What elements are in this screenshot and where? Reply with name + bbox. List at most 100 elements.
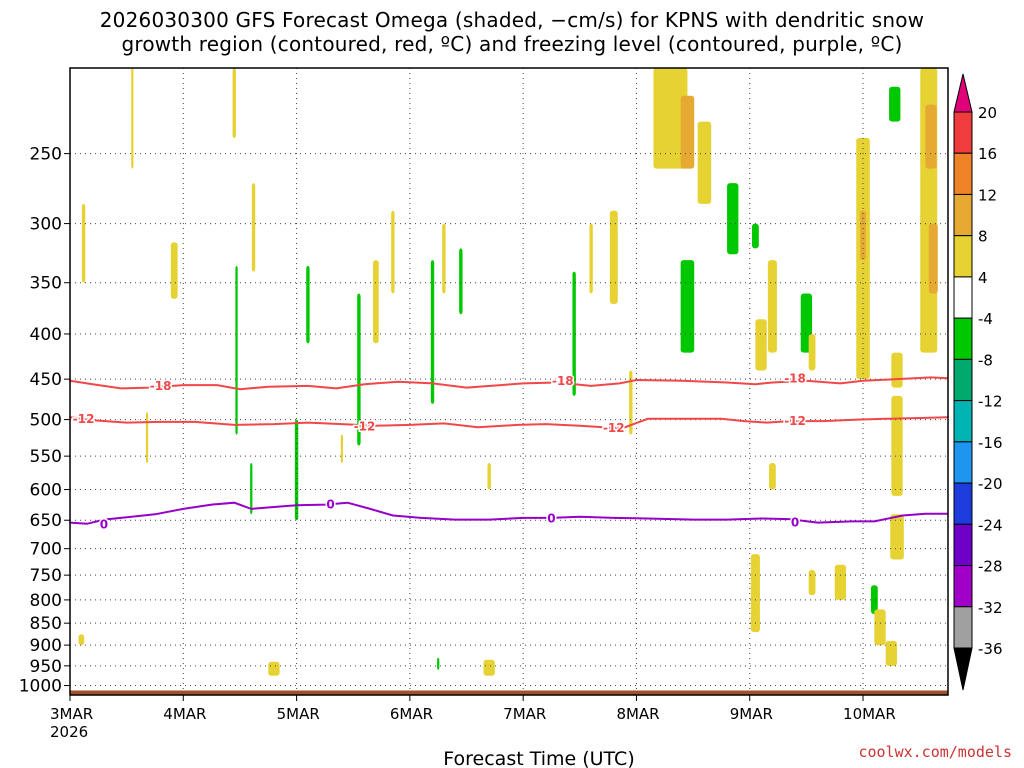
omega-shaded-cell	[437, 657, 440, 670]
colorbar-label: -16	[978, 434, 1003, 452]
colorbar-label: -4	[978, 310, 993, 328]
omega-shaded-cell	[808, 569, 816, 596]
omega-shaded-cell	[131, 68, 134, 169]
ground-surface	[70, 690, 948, 695]
plot-frame	[69, 67, 949, 696]
omega-shaded-cell	[834, 564, 847, 600]
omega-shaded-cell	[769, 463, 776, 490]
omega-shaded-cell	[653, 68, 688, 169]
colorbar-band	[953, 193, 973, 237]
colorbar-label: 12	[978, 186, 997, 204]
colorbar-label: -12	[978, 393, 1003, 411]
colorbar-band	[953, 400, 973, 443]
omega-shaded-cell	[78, 634, 85, 646]
omega-shaded-cell	[572, 271, 576, 396]
source-credit: coolwx.com/models	[858, 743, 1012, 761]
colorbar-label: -32	[978, 599, 1003, 617]
x-year-label: 2026	[50, 723, 88, 741]
omega-shaded-cell	[925, 104, 937, 169]
x-tick-label: 10MAR	[843, 705, 896, 723]
omega-shaded-cell	[442, 223, 446, 294]
omega-shaded-cell	[752, 223, 759, 249]
omega-shaded-cell	[727, 183, 739, 255]
colorbar-label: -20	[978, 475, 1003, 493]
omega-shaded-cell	[373, 260, 379, 344]
contour-label: -12	[603, 421, 625, 435]
y-tick-label: 1000	[19, 677, 62, 697]
omega-shaded-cell	[294, 419, 299, 521]
contour-label: 0	[791, 516, 799, 530]
y-tick-label: 650	[30, 511, 62, 531]
contour-label: -12	[784, 414, 806, 428]
contour-label: -18	[150, 379, 172, 393]
colorbar-top-triangle	[953, 73, 973, 113]
y-tick-label: 700	[30, 540, 62, 560]
omega-shaded-cell	[251, 183, 256, 272]
omega-shaded-cell	[81, 203, 86, 283]
omega-shaded-cell	[250, 463, 253, 515]
colorbar-band	[953, 482, 973, 525]
x-axis-label: Forecast Time (UTC)	[443, 748, 634, 768]
colorbar-band	[953, 152, 973, 195]
x-tick-label: 9MAR	[730, 705, 773, 723]
colorbar-band	[953, 441, 973, 484]
colorbar-bottom-triangle	[953, 647, 973, 691]
colorbar-band	[953, 565, 973, 608]
y-tick-label: 800	[30, 591, 62, 611]
y-tick-label: 900	[30, 636, 62, 656]
omega-shaded-cell	[357, 293, 361, 446]
contour-label: -18	[784, 371, 806, 385]
colorbar-label: -8	[978, 351, 993, 369]
chart-title-line-1: 2026030300 GFS Forecast Omega (shaded, −…	[99, 8, 925, 32]
colorbar-band	[953, 235, 973, 278]
colorbar-label: -28	[978, 558, 1003, 576]
colorbar-band	[953, 276, 973, 319]
contour-line	[69, 376, 949, 391]
colorbar-band	[953, 317, 973, 360]
omega-shaded-cell	[609, 210, 618, 305]
omega-shaded-cell	[268, 661, 280, 676]
omega-shaded-cell	[755, 319, 767, 371]
colorbar-band	[953, 358, 973, 402]
colorbar-band	[953, 111, 973, 154]
omega-shaded-cell	[891, 395, 903, 496]
omega-shaded-cell	[306, 265, 310, 344]
contour-label: 0	[326, 498, 334, 512]
x-tick-label: 4MAR	[163, 705, 206, 723]
omega-shaded-cell	[589, 223, 593, 294]
omega-shaded-cell	[430, 260, 435, 404]
colorbar-label: 8	[978, 228, 988, 246]
colorbar-label: 20	[978, 104, 997, 122]
omega-shaded-cell	[860, 210, 866, 261]
colorbar-label: -24	[978, 516, 1003, 534]
colorbar-band	[953, 523, 973, 567]
x-tick-label: 6MAR	[390, 705, 433, 723]
y-tick-label: 600	[30, 481, 62, 501]
omega-shaded-cell	[928, 223, 938, 294]
colorbar-label: -36	[978, 640, 1003, 658]
y-tick-label: 350	[30, 274, 62, 294]
contour-label: 0	[547, 511, 555, 525]
omega-shaded-cell	[750, 554, 760, 633]
y-tick-label: 950	[30, 657, 62, 677]
y-tick-label: 450	[30, 370, 62, 390]
y-tick-label: 500	[30, 411, 62, 431]
omega-shaded-cell	[340, 434, 344, 464]
chart-title-line-2: growth region (contoured, red, ºC) and f…	[121, 32, 903, 56]
x-tick-label: 7MAR	[503, 705, 546, 723]
omega-shaded-cell	[697, 121, 712, 204]
omega-shaded-cell	[767, 260, 777, 353]
omega-shaded-cell	[870, 585, 878, 615]
contour-label: -12	[354, 419, 376, 433]
contour-line	[69, 501, 948, 525]
omega-shaded-cell	[145, 411, 149, 464]
omega-shaded-cell	[891, 352, 903, 388]
omega-shaded-cell	[874, 609, 886, 646]
x-tick-label: 5MAR	[277, 705, 320, 723]
colorbar-label: 16	[978, 145, 997, 163]
omega-shaded-cell	[680, 95, 695, 169]
omega-shaded-cell	[629, 370, 633, 435]
colorbar-band	[953, 606, 973, 649]
y-tick-label: 250	[30, 145, 62, 165]
